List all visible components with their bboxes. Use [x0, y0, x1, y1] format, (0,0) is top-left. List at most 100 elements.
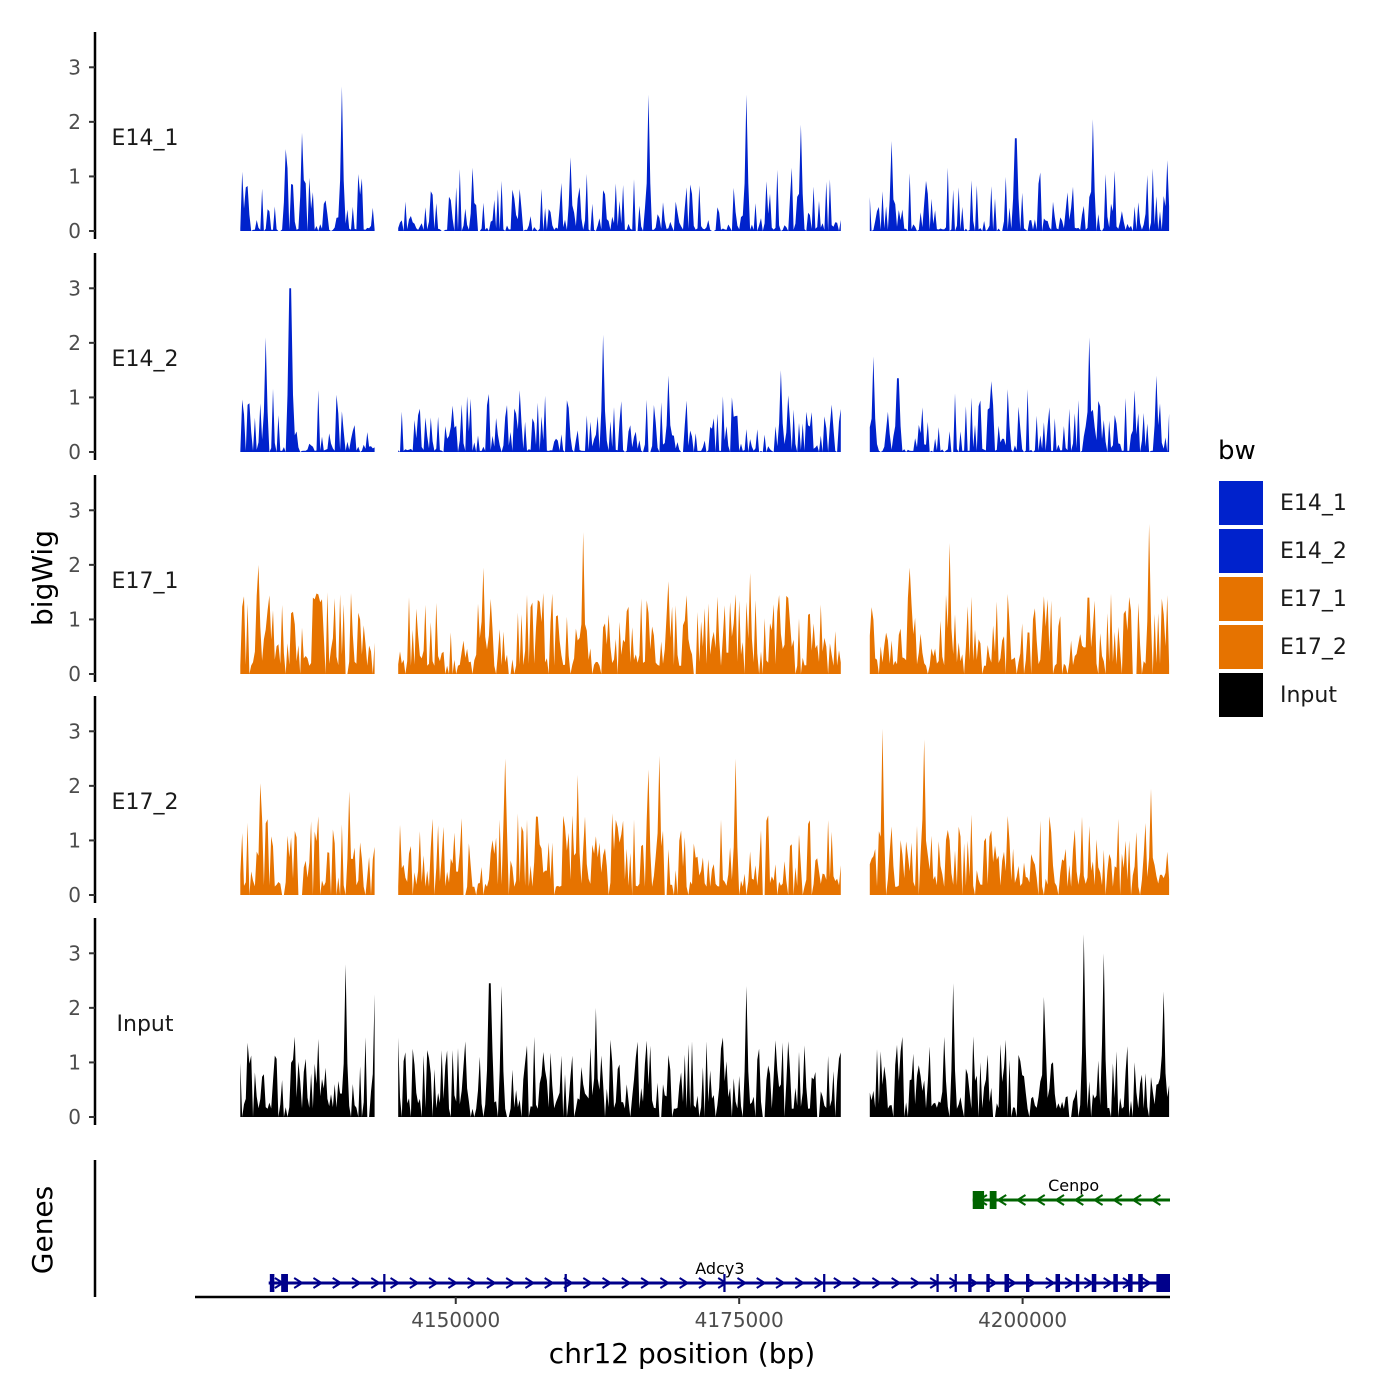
gene-Adcy3: Adcy3 — [268, 1259, 1170, 1292]
coverage-area-E17_1 — [398, 532, 841, 674]
strand-arrow — [1141, 1277, 1153, 1289]
legend-label-E14_2: E14_2 — [1280, 539, 1347, 564]
strand-arrow — [640, 1277, 651, 1289]
exon — [989, 1191, 997, 1209]
y-tick-label: 3 — [68, 276, 81, 300]
legend-key-E17_2 — [1217, 623, 1265, 671]
coverage-area-E14_2 — [869, 337, 1170, 452]
strand-arrow — [1092, 1194, 1104, 1206]
y-axis-title: bigWig — [26, 530, 59, 626]
y-tick-label: 0 — [68, 883, 81, 907]
coverage-tracks: 0 1 2 3 E14_1 0 1 2 3 E14_2 0 1 2 3 E17_1 0 1 2 3 E17_2 0 1 2 3… — [68, 32, 1170, 1129]
strand-arrow — [698, 1277, 709, 1289]
strand-arrow — [467, 1277, 478, 1289]
y-tick-label: 2 — [68, 996, 81, 1020]
exon — [1004, 1274, 1010, 1292]
exon — [1055, 1274, 1061, 1292]
x-tick-label: 4150000 — [411, 1308, 500, 1332]
track-E17_2: 0 1 2 3 E17_2 — [68, 696, 1170, 907]
strand-arrow — [891, 1277, 902, 1289]
exon — [1075, 1274, 1080, 1292]
coverage-area-Input — [869, 934, 1170, 1117]
strand-arrow — [756, 1277, 767, 1289]
x-tick-label: 4200000 — [978, 1308, 1067, 1332]
y-tick-label: 1 — [68, 828, 81, 852]
y-tick-label: 0 — [68, 440, 81, 464]
genes-panel: Cenpo Adcy3 — [93, 1160, 1170, 1297]
exon — [269, 1274, 275, 1292]
strand-arrow — [447, 1277, 459, 1289]
exon — [1091, 1274, 1097, 1292]
coverage-area-E17_1 — [240, 564, 375, 674]
coverage-area-E17_2 — [240, 783, 375, 895]
y-tick-label: 3 — [68, 55, 81, 79]
coverage-area-E14_1 — [869, 119, 1170, 231]
x-axis-title: chr12 position (bp) — [549, 1337, 815, 1370]
track-label-E14_2: E14_2 — [112, 347, 179, 372]
exon — [972, 1191, 985, 1209]
coverage-area-Input — [398, 983, 841, 1117]
y-tick-label: 1 — [68, 1050, 81, 1074]
y-tick-label: 1 — [68, 164, 81, 188]
strand-arrow — [524, 1277, 536, 1289]
x-tick-label: 4175000 — [695, 1308, 784, 1332]
legend-key-E14_2 — [1217, 527, 1265, 575]
strand-arrow — [852, 1277, 863, 1289]
strand-arrow — [996, 1194, 1007, 1206]
exon — [823, 1274, 826, 1292]
legend-key-E17_1 — [1217, 575, 1265, 623]
strand-arrow — [736, 1277, 748, 1289]
gene-label: Cenpo — [1048, 1176, 1099, 1195]
strand-arrow — [1045, 1277, 1056, 1289]
strand-arrow — [351, 1277, 362, 1289]
strand-arrow — [428, 1277, 439, 1289]
strand-arrow — [987, 1277, 998, 1289]
strand-arrow — [775, 1277, 786, 1289]
strand-arrow — [312, 1277, 324, 1289]
legend-key-Input — [1217, 671, 1265, 719]
y-tick-label: 2 — [68, 553, 81, 577]
legend: bw E14_1 E14_2 E17_1 E17_2 Input — [1217, 436, 1347, 719]
strand-arrow — [1034, 1194, 1046, 1206]
y-tick-label: 0 — [68, 662, 81, 686]
y-tick-label: 2 — [68, 110, 81, 134]
coverage-area-Input — [240, 964, 375, 1117]
track-E14_1: 0 1 2 3 E14_1 — [68, 32, 1170, 243]
exon — [954, 1274, 957, 1292]
y-tick-label: 3 — [68, 941, 81, 965]
strand-arrow — [679, 1277, 690, 1289]
y-tick-label: 2 — [68, 331, 81, 355]
strand-arrow — [910, 1277, 921, 1289]
legend-key-E14_1 — [1217, 479, 1265, 527]
coverage-area-E14_1 — [398, 94, 841, 231]
coverage-area-E14_1 — [240, 86, 375, 232]
exon — [986, 1274, 990, 1292]
y-tick-label: 3 — [68, 719, 81, 743]
track-label-E17_1: E17_1 — [112, 569, 179, 594]
coverage-area-E14_2 — [398, 334, 841, 452]
coverage-area-E17_2 — [398, 755, 841, 895]
strand-arrow — [1006, 1277, 1018, 1289]
legend-title: bw — [1218, 436, 1256, 466]
exon — [281, 1274, 288, 1292]
strand-arrow — [332, 1277, 343, 1289]
strand-arrow — [794, 1277, 806, 1289]
track-label-E17_2: E17_2 — [112, 790, 179, 815]
track-E17_1: 0 1 2 3 E17_1 — [68, 475, 1170, 686]
y-tick-label: 3 — [68, 498, 81, 522]
coverage-area-E17_2 — [869, 728, 1170, 895]
strand-arrow — [409, 1277, 420, 1289]
exon — [564, 1274, 567, 1292]
strand-arrow — [717, 1277, 729, 1289]
strand-arrow — [948, 1277, 960, 1289]
strand-arrow — [871, 1277, 883, 1289]
strand-arrow — [1064, 1277, 1075, 1289]
strand-arrow — [814, 1277, 825, 1289]
exon — [1156, 1274, 1170, 1292]
y-tick-label: 2 — [68, 774, 81, 798]
genes-axis-title: Genes — [26, 1186, 59, 1274]
legend-label-Input: Input — [1280, 683, 1337, 708]
gene-Cenpo: Cenpo — [972, 1176, 1170, 1209]
exon — [1128, 1274, 1133, 1292]
